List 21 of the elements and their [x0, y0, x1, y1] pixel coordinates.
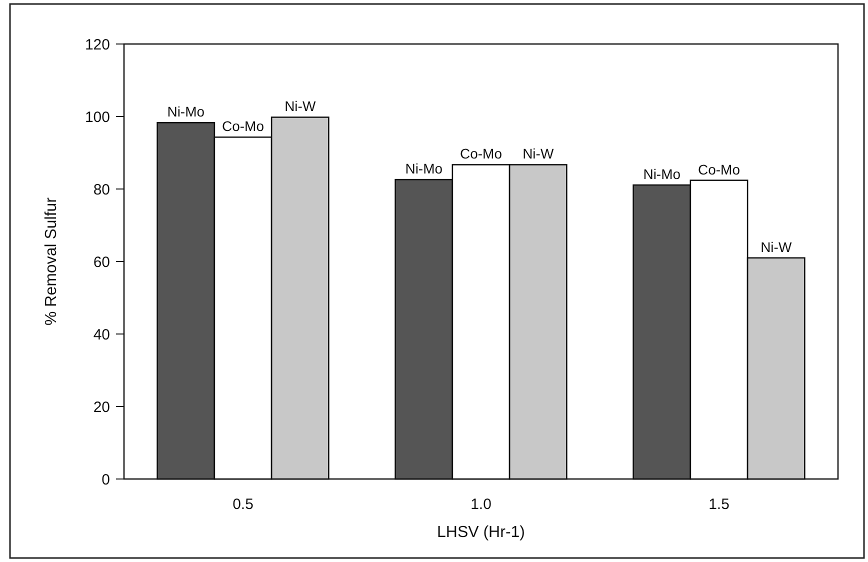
y-tick-label: 0 [102, 471, 110, 488]
y-axis-title: % Removal Sulfur [43, 196, 60, 326]
text: Ni-W [522, 146, 554, 162]
y-tick-label: 40 [93, 326, 110, 344]
x-axis-title: LHSV (Hr-1) [436, 524, 526, 541]
series-label: Ni-Mo [405, 160, 443, 177]
text: Ni-Mo [643, 166, 681, 182]
y-tick-label: 80 [93, 181, 110, 198]
y-tick-label: 20 [93, 398, 110, 416]
text: Co-Mo [698, 161, 740, 178]
y-tick-label: 100 [84, 108, 110, 126]
text: Ni-Mo [167, 104, 205, 120]
x-tick-label: 0.5 [232, 496, 254, 513]
series-label: Ni-W [284, 98, 316, 114]
x-tick-label: 1.5 [708, 496, 730, 513]
text: Co-Mo [460, 146, 502, 162]
y-tick-label: 120 [84, 36, 110, 54]
series-label: Co-Mo [222, 118, 264, 134]
text: Ni-W [760, 238, 792, 255]
y-tick-label: 60 [93, 254, 110, 271]
x-tick-label: 1.0 [470, 496, 492, 513]
